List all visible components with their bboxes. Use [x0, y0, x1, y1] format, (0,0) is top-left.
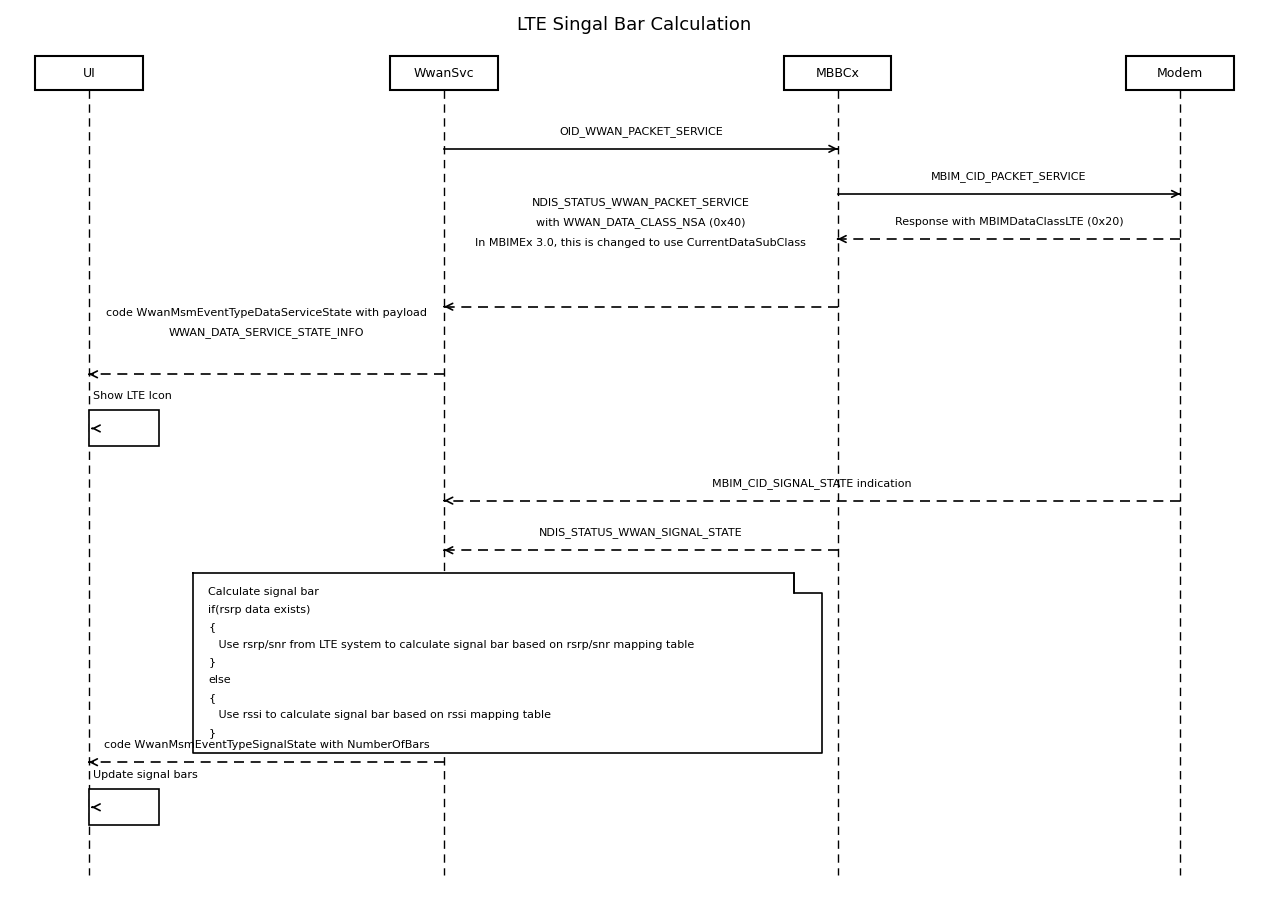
Text: UI: UI — [82, 67, 95, 79]
Text: MBIM_CID_SIGNAL_STATE indication: MBIM_CID_SIGNAL_STATE indication — [712, 478, 912, 489]
Text: with WWAN_DATA_CLASS_NSA (0x40): with WWAN_DATA_CLASS_NSA (0x40) — [536, 217, 746, 228]
Text: Use rssi to calculate signal bar based on rssi mapping table: Use rssi to calculate signal bar based o… — [208, 711, 551, 721]
Text: Modem: Modem — [1157, 67, 1203, 79]
Text: else: else — [208, 675, 231, 686]
Bar — [1127, 56, 1235, 90]
Bar — [391, 56, 497, 90]
Polygon shape — [193, 573, 822, 753]
Text: NDIS_STATUS_WWAN_PACKET_SERVICE: NDIS_STATUS_WWAN_PACKET_SERVICE — [532, 198, 750, 208]
Text: OID_WWAN_PACKET_SERVICE: OID_WWAN_PACKET_SERVICE — [558, 126, 723, 137]
Text: Show LTE Icon: Show LTE Icon — [93, 391, 171, 401]
Text: Response with MBIMDataClassLTE (0x20): Response with MBIMDataClassLTE (0x20) — [895, 217, 1123, 227]
Text: MBIM_CID_PACKET_SERVICE: MBIM_CID_PACKET_SERVICE — [931, 171, 1086, 182]
Text: }: } — [208, 728, 216, 738]
Text: WWAN_DATA_SERVICE_STATE_INFO: WWAN_DATA_SERVICE_STATE_INFO — [169, 327, 364, 338]
Text: WwanSvc: WwanSvc — [414, 67, 475, 79]
Text: Calculate signal bar: Calculate signal bar — [208, 587, 319, 597]
Text: Update signal bars: Update signal bars — [93, 770, 198, 780]
Bar — [36, 56, 143, 90]
Text: In MBIMEx 3.0, this is changed to use CurrentDataSubClass: In MBIMEx 3.0, this is changed to use Cu… — [476, 238, 806, 248]
Text: Use rsrp/snr from LTE system to calculate signal bar based on rsrp/snr mapping t: Use rsrp/snr from LTE system to calculat… — [208, 640, 694, 650]
Text: code WwanMsmEventTypeSignalState with NumberOfBars: code WwanMsmEventTypeSignalState with Nu… — [104, 741, 429, 750]
Bar — [89, 789, 159, 825]
Text: if(rsrp data exists): if(rsrp data exists) — [208, 604, 311, 615]
Text: LTE Singal Bar Calculation: LTE Singal Bar Calculation — [518, 16, 751, 34]
Bar — [89, 410, 159, 446]
Text: NDIS_STATUS_WWAN_SIGNAL_STATE: NDIS_STATUS_WWAN_SIGNAL_STATE — [539, 528, 742, 538]
Text: {: { — [208, 622, 216, 632]
Text: code WwanMsmEventTypeDataServiceState with payload: code WwanMsmEventTypeDataServiceState wi… — [107, 308, 426, 318]
Text: MBBCx: MBBCx — [816, 67, 859, 79]
Text: }: } — [208, 658, 216, 667]
Bar — [784, 56, 892, 90]
Text: {: { — [208, 693, 216, 703]
